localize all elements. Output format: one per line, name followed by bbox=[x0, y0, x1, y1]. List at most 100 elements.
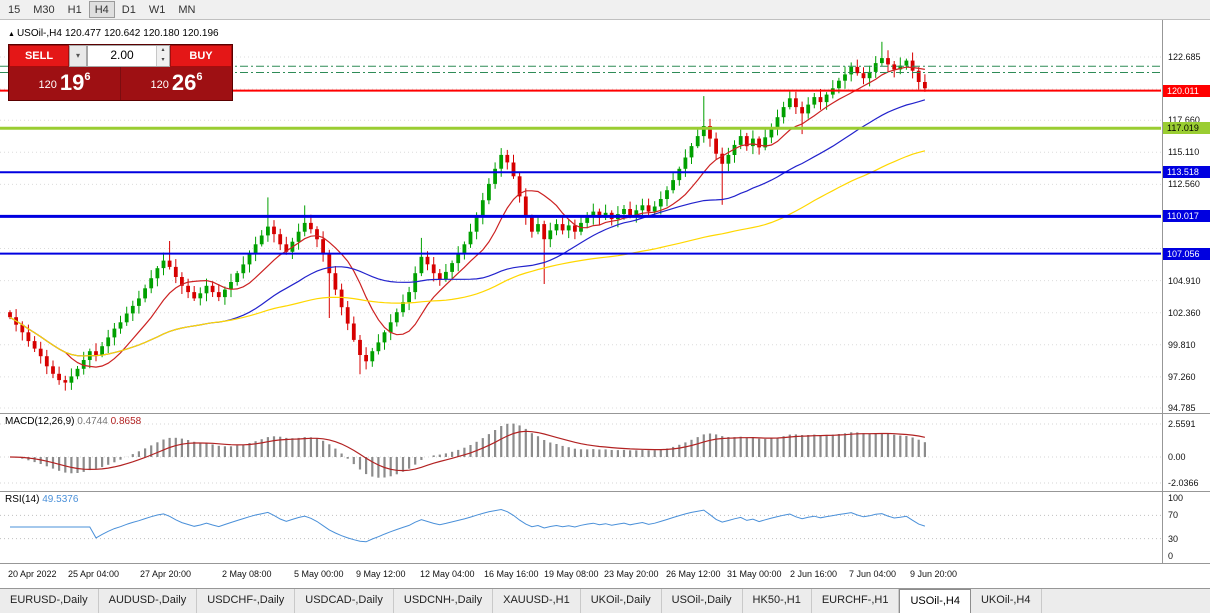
time-axis-label: 12 May 04:00 bbox=[420, 569, 475, 579]
timeframe-button-h1[interactable]: H1 bbox=[62, 1, 88, 18]
rsi-axis-label: 70 bbox=[1168, 510, 1179, 520]
price-level-badge: 120.011 bbox=[1163, 85, 1210, 97]
rsi-axis-label: 100 bbox=[1168, 493, 1184, 503]
chart-tab-xauusd-h1[interactable]: XAUUSD-,H1 bbox=[493, 589, 581, 613]
time-axis[interactable]: 20 Apr 2022 25 Apr 04:00 27 Apr 20:00 2 May… bbox=[0, 564, 1210, 588]
chart-window: ▲ USOil-,H4 120.477 120.642 120.180 120.196 S… bbox=[0, 20, 1210, 588]
chart-tab-hk50-h1[interactable]: HK50-,H1 bbox=[743, 589, 812, 613]
timeframe-button-m30[interactable]: M30 bbox=[27, 1, 60, 18]
chart-tab-usoil-h4[interactable]: USOil-,H4 bbox=[899, 589, 971, 613]
macd-axis-label: 0.00 bbox=[1168, 452, 1186, 462]
time-axis-label: 9 May 12:00 bbox=[356, 569, 406, 579]
chart-tab-usdcnh-daily[interactable]: USDCNH-,Daily bbox=[394, 589, 494, 613]
timeframe-toolbar: 15 M30 H1 H4 D1 W1 MN bbox=[0, 0, 1210, 20]
buy-button[interactable]: BUY bbox=[170, 45, 232, 67]
macd-label: MACD(12,26,9) 0.4744 0.8658 bbox=[5, 416, 141, 427]
volume-input-wrap: 2.00 ▴ ▾ bbox=[87, 45, 170, 67]
time-axis-label: 5 May 00:00 bbox=[294, 569, 344, 579]
rsi-panel[interactable]: RSI(14) 49.5376 100 70 30 0 bbox=[0, 492, 1210, 564]
ask-price-sup: 6 bbox=[196, 71, 203, 83]
price-axis-label: 117.660 bbox=[1168, 115, 1200, 125]
bid-price-sup: 6 bbox=[84, 71, 91, 83]
spinner-down-icon[interactable]: ▾ bbox=[157, 56, 169, 66]
chart-tab-usdchf-daily[interactable]: USDCHF-,Daily bbox=[197, 589, 296, 613]
timeframe-button-d1[interactable]: D1 bbox=[116, 1, 142, 18]
macd-axis-label: 2.5591 bbox=[1168, 419, 1196, 429]
trade-prices-row: 120 19 6 120 26 6 bbox=[9, 67, 232, 100]
time-axis-label: 25 Apr 04:00 bbox=[68, 569, 120, 579]
time-axis-label: 20 Apr 2022 bbox=[8, 569, 57, 579]
price-axis-label: 102.360 bbox=[1168, 308, 1201, 318]
macd-chart bbox=[0, 423, 1161, 484]
bid-price-big: 19 bbox=[59, 70, 85, 95]
price-axis[interactable]: 122.685 117.660 115.110 112.560 104.910 102.3… bbox=[1162, 20, 1210, 413]
chart-tab-eurchf-h1[interactable]: EURCHF-,H1 bbox=[812, 589, 900, 613]
price-chart-panel[interactable]: ▲ USOil-,H4 120.477 120.642 120.180 120.196 S… bbox=[0, 20, 1210, 414]
price-axis-label: 97.260 bbox=[1168, 372, 1196, 382]
chart-tab-usoil-daily[interactable]: USOil-,Daily bbox=[662, 589, 743, 613]
chart-tab-eurusd-daily[interactable]: EURUSD-,Daily bbox=[0, 589, 99, 613]
chart-symbol-label: USOil-,H4 bbox=[16, 28, 62, 39]
time-axis-label: 7 Jun 04:00 bbox=[849, 569, 897, 579]
ohlc-high: 120.642 bbox=[104, 28, 141, 39]
time-axis-label: 27 Apr 20:00 bbox=[140, 569, 192, 579]
ohlc-open: 120.477 bbox=[64, 28, 102, 39]
rsi-chart bbox=[0, 508, 1161, 543]
chart-tab-ukoil-daily[interactable]: UKOil-,Daily bbox=[581, 589, 662, 613]
price-axis-label: 115.110 bbox=[1168, 147, 1200, 157]
time-axis-label: 19 May 08:00 bbox=[544, 569, 599, 579]
bid-price[interactable]: 120 19 6 bbox=[9, 67, 120, 100]
price-level-badge: 110.017 bbox=[1163, 210, 1210, 222]
price-axis-label: 99.810 bbox=[1168, 340, 1196, 350]
timeframe-button-h4[interactable]: H4 bbox=[88, 1, 115, 18]
timeframe-button-w1[interactable]: W1 bbox=[143, 1, 172, 18]
ohlc-close: 120.196 bbox=[182, 28, 219, 39]
time-axis-label: 16 May 16:00 bbox=[484, 569, 539, 579]
macd-value-signal: 0.8658 bbox=[110, 416, 142, 427]
chart-tab-audusd-daily[interactable]: AUDUSD-,Daily bbox=[99, 589, 198, 613]
rsi-axis-label: 0 bbox=[1168, 551, 1174, 561]
macd-value-main: 0.4744 bbox=[77, 416, 108, 427]
price-level-badge: 107.056 bbox=[1163, 248, 1210, 260]
chart-tab-ukoil-h4[interactable]: UKOil-,H4 bbox=[971, 589, 1042, 613]
price-level-badge: 117.019 bbox=[1163, 122, 1210, 134]
time-axis-label: 2 May 08:00 bbox=[222, 569, 272, 579]
time-axis-label: 9 Jun 20:00 bbox=[910, 569, 958, 579]
macd-name: MACD(12,26,9) bbox=[5, 416, 75, 427]
trade-controls-row: SELL ▾ 2.00 ▴ ▾ BUY bbox=[9, 45, 232, 67]
rsi-name: RSI(14) bbox=[5, 494, 40, 505]
macd-panel[interactable]: MACD(12,26,9) 0.4744 0.8658 2.5591 0.00 -2… bbox=[0, 414, 1210, 492]
one-click-trading-panel: SELL ▾ 2.00 ▴ ▾ BUY 120 19 6 120 bbox=[8, 44, 233, 101]
rsi-value: 49.5376 bbox=[42, 494, 79, 505]
macd-axis-label: -2.0366 bbox=[1168, 478, 1199, 488]
rsi-label: RSI(14) 49.5376 bbox=[5, 494, 78, 505]
price-axis-label: 104.910 bbox=[1168, 276, 1201, 286]
volume-spinner: ▴ ▾ bbox=[156, 46, 169, 66]
spinner-up-icon[interactable]: ▴ bbox=[157, 46, 169, 56]
ask-price-prefix: 120 bbox=[150, 79, 169, 91]
chart-tabs-bar: EURUSD-,Daily AUDUSD-,Daily USDCHF-,Daily U… bbox=[0, 588, 1210, 613]
timeframe-button-15[interactable]: 15 bbox=[2, 1, 26, 18]
time-axis-label: 31 May 00:00 bbox=[727, 569, 782, 579]
price-axis-label: 112.560 bbox=[1168, 179, 1200, 189]
rsi-axis-label: 30 bbox=[1168, 534, 1179, 544]
chart-ohlc-title: ▲ USOil-,H4 120.477 120.642 120.180 120.196 bbox=[8, 28, 222, 39]
volume-input[interactable]: 2.00 bbox=[110, 48, 134, 62]
price-level-badge: 113.518 bbox=[1163, 166, 1210, 178]
timeframe-button-mn[interactable]: MN bbox=[172, 1, 201, 18]
time-axis-label: 2 Jun 16:00 bbox=[790, 569, 838, 579]
macd-axis[interactable]: 2.5591 0.00 -2.0366 bbox=[1162, 414, 1210, 491]
price-axis-label: 122.685 bbox=[1168, 52, 1201, 62]
volume-dropdown-button[interactable]: ▾ bbox=[69, 45, 87, 67]
ask-price-big: 26 bbox=[171, 70, 197, 95]
sell-button[interactable]: SELL bbox=[9, 45, 69, 67]
chart-tab-usdcad-daily[interactable]: USDCAD-,Daily bbox=[295, 589, 394, 613]
ask-price[interactable]: 120 26 6 bbox=[121, 67, 232, 100]
candlestick-chart[interactable] bbox=[0, 20, 1161, 413]
time-axis-label: 23 May 20:00 bbox=[604, 569, 659, 579]
ohlc-low: 120.180 bbox=[143, 28, 180, 39]
chevron-down-icon: ▾ bbox=[75, 51, 80, 60]
bid-price-prefix: 120 bbox=[38, 79, 57, 91]
rsi-axis[interactable]: 100 70 30 0 bbox=[1162, 492, 1210, 563]
